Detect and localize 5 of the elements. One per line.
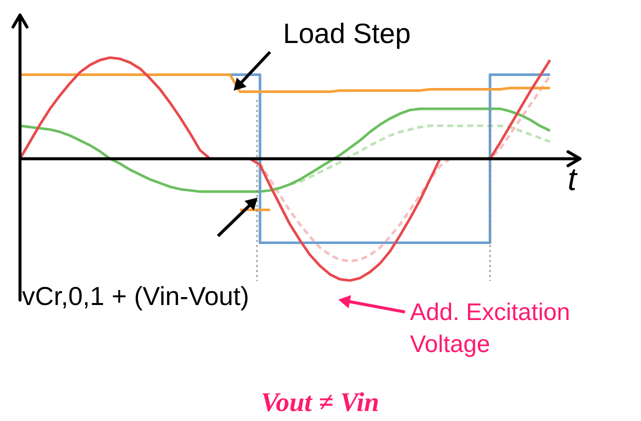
x-axis-title: t bbox=[568, 161, 578, 197]
text: vCr,0,1 + (Vin-Vout) bbox=[22, 281, 250, 311]
text: Add. Excitation Voltage bbox=[410, 299, 570, 358]
text: Vout ≠ Vin bbox=[260, 387, 380, 417]
text: Load Step bbox=[283, 18, 411, 49]
